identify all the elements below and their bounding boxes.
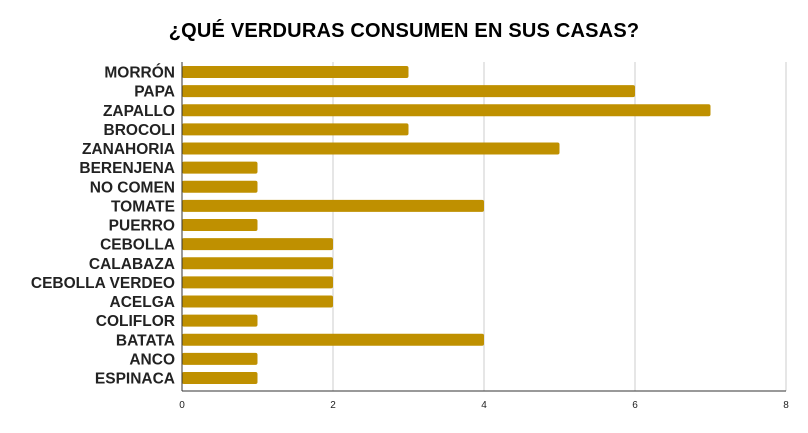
category-label: CEBOLLA VERDEO bbox=[31, 275, 175, 292]
category-label: ESPINACA bbox=[95, 371, 175, 388]
bar bbox=[182, 123, 409, 136]
bar bbox=[182, 257, 333, 270]
category-label: CEBOLLA bbox=[100, 237, 175, 254]
category-label: BROCOLI bbox=[104, 122, 175, 139]
x-tick-label: 4 bbox=[481, 400, 487, 411]
bar bbox=[182, 104, 711, 117]
x-tick-label: 8 bbox=[783, 400, 789, 411]
category-label: COLIFLOR bbox=[96, 313, 175, 330]
category-label: TOMATE bbox=[111, 198, 175, 215]
bar bbox=[182, 85, 635, 98]
category-label: NO COMEN bbox=[90, 179, 175, 196]
bar bbox=[182, 314, 258, 327]
bar bbox=[182, 161, 258, 174]
x-tick-label: 2 bbox=[330, 400, 336, 411]
x-tick-label: 6 bbox=[632, 400, 638, 411]
category-label: PUERRO bbox=[109, 218, 175, 235]
category-label: MORRÓN bbox=[104, 64, 175, 82]
x-tick-label: 0 bbox=[179, 400, 185, 411]
category-label: ACELGA bbox=[110, 294, 175, 311]
bar bbox=[182, 238, 333, 251]
category-label: BATATA bbox=[116, 332, 175, 349]
category-label: ZAPALLO bbox=[103, 103, 175, 120]
category-label: CALABAZA bbox=[89, 256, 175, 273]
category-label: PAPA bbox=[134, 84, 175, 101]
chart-title: ¿QUÉ VERDURAS CONSUMEN EN SUS CASAS? bbox=[168, 20, 640, 42]
category-label: ZANAHORIA bbox=[82, 141, 175, 158]
bar bbox=[182, 219, 258, 231]
bar bbox=[182, 142, 560, 155]
bar bbox=[182, 66, 409, 78]
bar bbox=[182, 199, 484, 212]
bar bbox=[182, 295, 333, 308]
bar bbox=[182, 333, 484, 346]
category-label: BERENJENA bbox=[79, 160, 175, 177]
bar bbox=[182, 372, 258, 384]
bar bbox=[182, 352, 258, 365]
category-label: ANCO bbox=[129, 351, 175, 368]
bar bbox=[182, 276, 333, 289]
bar bbox=[182, 180, 258, 193]
